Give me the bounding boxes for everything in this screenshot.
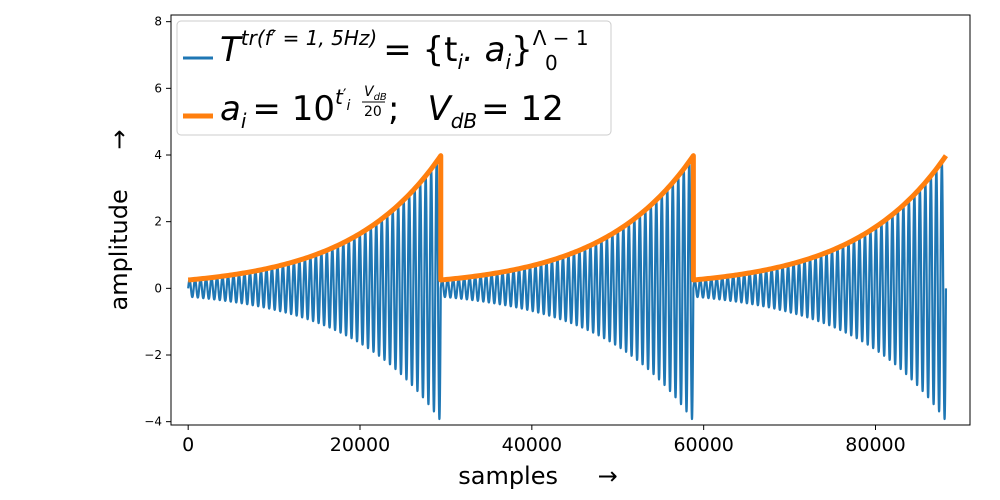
x-tick-label: 40000	[502, 434, 562, 456]
legend-env-frac-num: VdB	[364, 84, 387, 103]
legend-env-v-sub: dB	[451, 109, 477, 133]
y-axis-label: amplitude	[105, 189, 133, 310]
legend-signal-sup: tr(f′ = 1, 5Hz)	[241, 26, 377, 50]
legend-env-lhs: a	[220, 89, 241, 129]
legend-signal-dot: . a	[463, 30, 505, 70]
y-axis-ticks: −4 −2 0 2 4 6 8	[144, 15, 171, 429]
x-tick-label: 60000	[673, 434, 733, 456]
x-tick-label: 0	[182, 434, 194, 456]
y-tick-label: −4	[144, 415, 162, 429]
legend-label-signal: Ttr(f′ = 1, 5Hz) = {ti. ai}Λ − 1	[220, 26, 589, 74]
y-axis-title: amplitude →	[105, 129, 133, 310]
y-tick-label: 0	[154, 281, 162, 295]
legend-signal-rhs: = {t	[383, 30, 457, 70]
legend-env-frac-den: 20	[364, 104, 382, 120]
legend-signal-base: T	[220, 30, 243, 70]
x-axis-title: samples →	[458, 462, 618, 490]
legend-env-tail: ; VdB = 12	[388, 89, 564, 133]
x-axis-label: samples	[458, 462, 558, 490]
signal-line	[187, 160, 948, 421]
legend-env-exp-t: t	[335, 85, 344, 109]
legend-env-v: V	[427, 89, 453, 129]
legend: Ttr(f′ = 1, 5Hz) = {ti. ai}Λ − 1 0 ai = 10…	[176, 20, 612, 136]
legend-env-v-rhs: = 12	[481, 89, 564, 129]
legend-env-exp-sup: ′	[343, 85, 347, 104]
legend-signal-sub-i: i	[457, 50, 463, 74]
envelope-line	[187, 153, 948, 283]
y-tick-label: 8	[154, 15, 162, 29]
series-layer	[187, 153, 948, 421]
x-tick-label: 20000	[330, 434, 390, 456]
legend-box	[176, 20, 612, 136]
legend-label-envelope: ai = 10t′i	[220, 85, 350, 133]
x-axis-ticks: 0 20000 40000 60000 80000	[182, 425, 906, 456]
legend-env-sub-i: i	[241, 109, 247, 133]
legend-env-frac-num-sub: dB	[374, 92, 387, 103]
plot-frame	[170, 14, 971, 426]
legend-signal-sub-i2: i	[506, 50, 512, 74]
legend-env-semi: ;	[388, 89, 399, 129]
x-axis-arrow: →	[598, 462, 618, 490]
legend-signal-close: }	[511, 30, 533, 70]
legend-signal-lower: 0	[545, 51, 558, 75]
y-tick-label: 2	[154, 215, 162, 229]
y-tick-label: −2	[144, 348, 162, 362]
legend-env-eq: = 10	[252, 89, 335, 129]
y-axis-arrow: →	[105, 129, 133, 149]
x-tick-label: 80000	[845, 434, 905, 456]
legend-env-frac-num-v: V	[364, 84, 375, 100]
y-tick-label: 6	[154, 81, 162, 95]
legend-env-exp-sub: i	[346, 98, 350, 114]
legend-signal-upper: Λ − 1	[533, 26, 589, 50]
y-tick-label: 4	[154, 148, 162, 162]
